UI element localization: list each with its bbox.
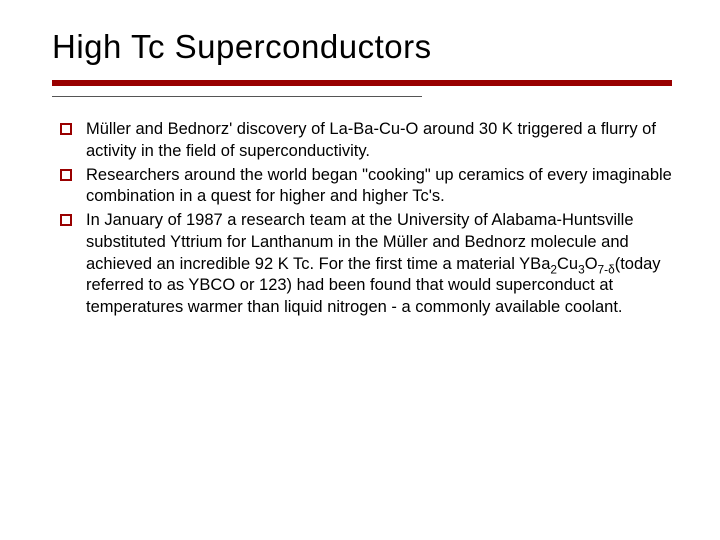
bullet-text: In January of 1987 a research team at th… <box>86 210 672 319</box>
square-bullet-icon <box>60 123 72 135</box>
slide-title: High Tc Superconductors <box>52 28 672 66</box>
bullet-text: Müller and Bednorz' discovery of La-Ba-C… <box>86 119 672 163</box>
slide-container: High Tc Superconductors Müller and Bedno… <box>0 0 720 540</box>
title-divider-thick <box>52 80 672 86</box>
bullet-item: Müller and Bednorz' discovery of La-Ba-C… <box>60 119 672 163</box>
title-divider-thin <box>52 96 422 97</box>
square-bullet-icon <box>60 214 72 226</box>
square-bullet-icon <box>60 169 72 181</box>
slide-content: Müller and Bednorz' discovery of La-Ba-C… <box>52 119 672 319</box>
bullet-item: Researchers around the world began "cook… <box>60 165 672 209</box>
bullet-item: In January of 1987 a research team at th… <box>60 210 672 319</box>
bullet-text: Researchers around the world began "cook… <box>86 165 672 209</box>
